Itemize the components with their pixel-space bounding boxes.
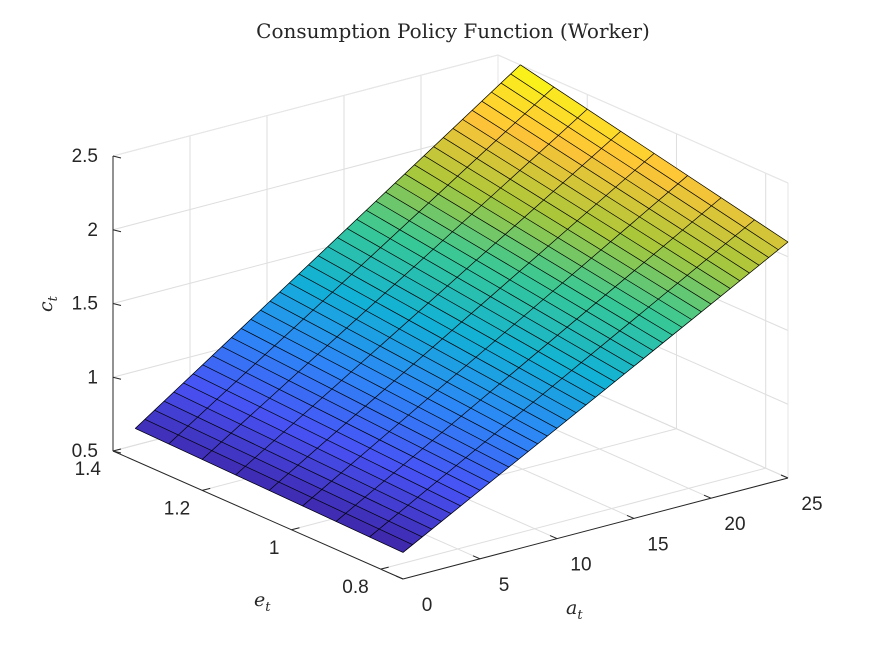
x-tick <box>472 555 481 560</box>
y-tick-label: 1.4 <box>75 459 102 480</box>
x-tick-label: 15 <box>647 534 668 555</box>
x-tick-label: 10 <box>570 555 591 576</box>
box-edge <box>497 54 789 184</box>
y-axis-line <box>112 450 404 580</box>
chart-title: Consumption Policy Function (Worker) <box>256 19 650 43</box>
y-tick-label: 0.8 <box>342 577 368 598</box>
z-axis-label: ct <box>35 295 61 312</box>
mesh-line-e <box>201 108 588 460</box>
z-tick-label: 2.5 <box>72 146 98 167</box>
mesh-line-a <box>135 428 404 553</box>
z-tick <box>112 450 122 454</box>
mesh-line-e <box>335 197 722 522</box>
gridline-z-back <box>112 128 499 231</box>
x-tick-label: 5 <box>499 575 510 596</box>
mesh-line-e <box>135 64 521 429</box>
x-axis-line <box>402 477 789 580</box>
x-tick <box>780 474 789 479</box>
y-tick <box>291 527 300 531</box>
y-axis-label: et <box>254 589 271 615</box>
x-tick-label: 0 <box>422 595 433 616</box>
z-tick-label: 1 <box>87 367 98 388</box>
y-tick <box>380 566 389 570</box>
mesh-line-e <box>302 175 688 507</box>
x-tick <box>626 514 635 519</box>
y-tick-label: 1 <box>269 538 280 559</box>
x-tick-label: 25 <box>801 494 822 515</box>
gridline-y-floor <box>380 467 766 570</box>
x-tick <box>395 575 404 580</box>
z-tick <box>112 155 122 159</box>
z-tick-label: 1.5 <box>72 294 98 315</box>
z-tick-label: 0.5 <box>72 441 98 462</box>
mesh-line-e <box>369 219 755 538</box>
surface <box>134 64 789 553</box>
x-tick <box>549 535 558 540</box>
mesh-line-e <box>402 241 789 553</box>
mesh-line-e <box>235 131 621 476</box>
y-tick <box>202 487 211 491</box>
box-edge <box>112 54 499 157</box>
z-tick <box>112 229 122 233</box>
mesh-line-e <box>168 86 555 445</box>
x-axis-label: at <box>566 597 583 623</box>
axes: 0 5 10 15 20 25 0.8 1 1.2 1.40.5 1 1.5 2 2.5 <box>72 146 823 616</box>
z-tick <box>112 376 122 380</box>
z-tick-label: 2 <box>87 220 98 241</box>
surface-mesh <box>135 64 789 553</box>
x-tick-label: 20 <box>724 514 745 535</box>
y-tick-label: 1.2 <box>164 498 190 519</box>
mesh-line-e <box>268 153 655 491</box>
x-tick <box>703 494 712 499</box>
z-tick <box>112 303 122 306</box>
y-tick <box>112 448 122 452</box>
